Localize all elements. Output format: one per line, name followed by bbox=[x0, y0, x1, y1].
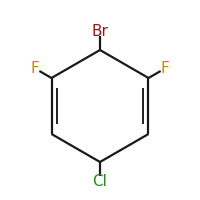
Text: Cl: Cl bbox=[93, 174, 107, 188]
Text: Br: Br bbox=[92, 23, 108, 38]
Text: F: F bbox=[161, 61, 169, 76]
Text: F: F bbox=[31, 61, 39, 76]
